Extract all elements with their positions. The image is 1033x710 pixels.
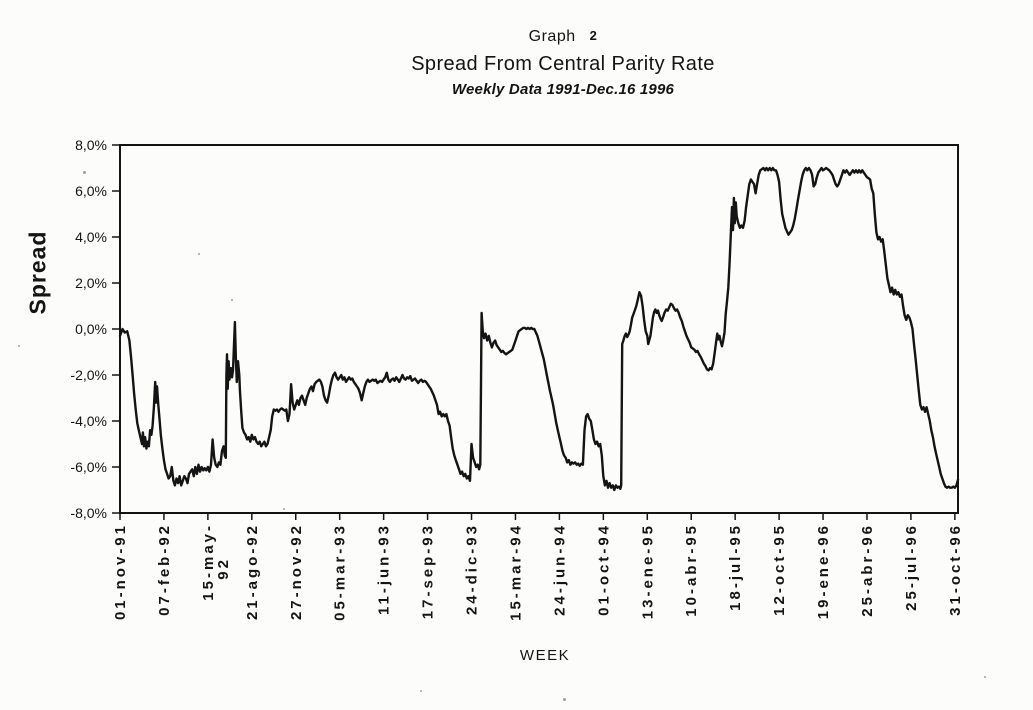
scan-speckle xyxy=(231,299,233,301)
x-tick-label: 13-ene-95 xyxy=(639,523,656,619)
chart-subtitle: Weekly Data 1991-Dec.16 1996 xyxy=(451,81,675,98)
x-tick-label: 10-abr-95 xyxy=(683,523,700,617)
y-tick-label: -6,0% xyxy=(70,459,107,475)
y-tick-label: 0,0% xyxy=(75,321,107,337)
x-tick-label: 01-oct-94 xyxy=(595,523,612,616)
x-tick-label: 15-may-92 xyxy=(200,523,232,601)
x-tick-label: 07-feb-92 xyxy=(156,523,173,616)
x-tick-label: 05-mar-93 xyxy=(332,523,349,621)
graph-label-word: Graph xyxy=(528,28,576,45)
spread-series-line xyxy=(118,166,960,492)
scan-speckle xyxy=(198,253,200,255)
scan-speckle xyxy=(563,698,566,701)
y-tick-label: 2,0% xyxy=(75,275,107,291)
y-tick-label: 4,0% xyxy=(75,229,107,245)
x-tick-label: 25-abr-96 xyxy=(859,523,876,617)
x-tick-label: 01-nov-91 xyxy=(112,523,129,620)
x-tick-label: 24-jun-94 xyxy=(551,523,568,616)
graph-label-number: 2 xyxy=(589,28,598,43)
plot-frame xyxy=(119,144,959,514)
x-tick-label: 24-dic-93 xyxy=(464,523,481,615)
chart-title-block: Graph 2 Spread From Central Parity Rate W… xyxy=(130,28,996,98)
x-tick-label: 25-jul-96 xyxy=(903,523,920,611)
chart-title: Spread From Central Parity Rate xyxy=(411,53,715,75)
x-tick-label: 19-ene-96 xyxy=(815,523,832,619)
x-tick-label: 27-nov-92 xyxy=(288,523,305,620)
graph-label: Graph 2 xyxy=(130,28,996,46)
scan-speckle xyxy=(420,690,422,692)
x-tick-label: 21-ago-92 xyxy=(244,523,261,620)
x-tick-label: 15-mar-94 xyxy=(507,523,524,621)
scan-speckle xyxy=(283,508,285,510)
x-tick-label: 17-sep-93 xyxy=(420,523,437,619)
y-tick-label: -2,0% xyxy=(70,367,107,383)
scan-speckle xyxy=(83,171,86,174)
y-tick-label: -4,0% xyxy=(70,413,107,429)
y-tick-label: 8,0% xyxy=(75,137,107,153)
scan-speckle xyxy=(18,345,20,347)
x-tick-label: 18-jul-95 xyxy=(727,523,744,611)
x-tick-label: 31-oct-96 xyxy=(947,523,964,616)
y-tick-label: -8,0% xyxy=(70,505,107,521)
y-tick-label: 6,0% xyxy=(75,183,107,199)
x-axis-title: WEEK xyxy=(519,647,571,664)
x-tick-label: 12-oct-95 xyxy=(771,523,788,616)
scan-speckle xyxy=(984,676,986,678)
x-tick-label: 11-jun-93 xyxy=(376,523,393,615)
